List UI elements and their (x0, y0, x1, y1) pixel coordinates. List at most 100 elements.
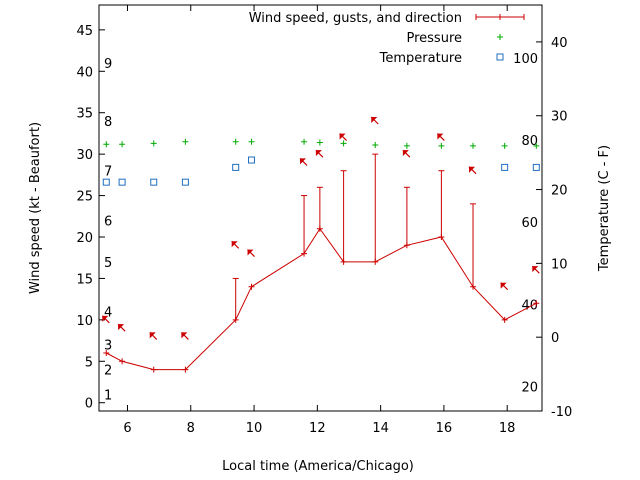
pressure-point (340, 140, 347, 147)
legend-swatch-pressure (497, 34, 503, 40)
x-tick-label: 16 (436, 421, 453, 436)
fahrenheit-label: 60 (521, 216, 538, 231)
x-tick-label: 14 (372, 421, 389, 436)
left-tick-label: 35 (76, 107, 93, 122)
fahrenheit-label: 80 (521, 134, 538, 149)
wind-direction-arrowhead (102, 315, 109, 322)
wind-speed-point (533, 300, 540, 307)
left-tick-label: 30 (76, 148, 93, 163)
right-tick-label: -10 (551, 405, 572, 420)
wind-direction-arrowhead (300, 158, 307, 165)
right-axis-label: Temperature (C - F) (597, 145, 612, 272)
beaufort-label: 4 (104, 306, 112, 321)
wind-direction-arrowhead (469, 166, 476, 173)
left-tick-label: 10 (76, 314, 93, 329)
x-axis-label: Local time (America/Chicago) (222, 459, 414, 474)
temperature-point (232, 163, 240, 171)
temperature-point (248, 156, 256, 164)
wind-speed-point (150, 366, 157, 373)
legend-swatch-wind-point (497, 14, 503, 20)
x-tick-label: 6 (123, 421, 131, 436)
pressure-point (182, 138, 189, 145)
pressure-point (533, 142, 540, 149)
fahrenheit-label: 20 (521, 381, 538, 396)
right-axis-ticks: -10 0 10 20 30 40 (536, 36, 572, 420)
pressure-point (150, 140, 157, 147)
legend-label: Wind speed, gusts, and direction (249, 11, 462, 26)
left-axis-label: Wind speed (kt - Beaufort) (28, 122, 43, 294)
plot-frame (98, 4, 543, 412)
wind-direction-arrowhead (181, 332, 188, 339)
pressure-point (103, 141, 110, 148)
x-tick-label: 18 (499, 421, 516, 436)
beaufort-label: 2 (104, 364, 112, 379)
wind-speed-line (106, 227, 537, 371)
pressure-point (119, 141, 126, 148)
wind-direction-arrowhead (371, 117, 378, 123)
pressure-point (470, 142, 477, 149)
x-tick-label: 12 (309, 421, 326, 436)
wind-direction-arrowhead (231, 241, 238, 248)
temperature-point (150, 178, 158, 186)
pressure-point (403, 142, 410, 149)
x-tick-label: 8 (187, 421, 195, 436)
wind-speed-point (248, 283, 255, 290)
temperature-point (118, 178, 126, 186)
right-tick-label: 40 (551, 36, 568, 51)
left-axis-ticks: 0 5 10 15 20 25 30 35 40 45 (76, 24, 105, 412)
wind-direction-arrowhead (118, 324, 125, 331)
legend-label: Temperature (379, 51, 462, 66)
left-tick-label: 20 (76, 231, 93, 246)
pressure-point (316, 139, 323, 146)
right-tick-label: 20 (551, 184, 568, 199)
wind-direction-arrowhead (500, 282, 507, 289)
wind-direction-arrowhead (402, 150, 409, 157)
pressure-point (301, 138, 308, 145)
beaufort-label: 3 (104, 339, 112, 354)
left-tick-label: 40 (76, 65, 93, 80)
left-tick-label: 5 (85, 355, 93, 370)
legend-label: Pressure (406, 31, 462, 46)
temperature-point (102, 178, 110, 186)
wind-direction-arrowhead (149, 332, 156, 339)
pressure-point (438, 142, 445, 149)
wind-direction-arrowhead (339, 133, 346, 140)
beaufort-label: 1 (104, 388, 112, 403)
beaufort-labels: 1 2 3 4 5 6 7 8 9 (104, 57, 112, 403)
wind-speed-point (103, 350, 110, 356)
beaufort-label: 7 (104, 165, 112, 180)
pressure-point (501, 142, 508, 149)
legend-swatch-temperature (496, 53, 504, 61)
beaufort-label: 6 (104, 214, 112, 229)
beaufort-label: 5 (104, 256, 112, 271)
wind-direction-arrowhead (437, 133, 444, 140)
wind-direction-arrowhead (532, 266, 539, 273)
series-layer (101, 116, 540, 373)
wind-direction-arrowhead (315, 150, 322, 157)
wind-direction-arrowhead (247, 249, 254, 256)
pressure-point (248, 138, 255, 145)
fahrenheit-label: 100 (513, 52, 538, 67)
pressure-point (232, 138, 239, 145)
left-tick-label: 45 (76, 24, 93, 39)
temperature-point (181, 178, 189, 186)
pressure-point (372, 142, 379, 149)
left-tick-label: 0 (85, 397, 93, 412)
right-tick-label: 10 (551, 257, 568, 272)
beaufort-label: 9 (104, 57, 112, 72)
wind-speed-point (119, 358, 126, 365)
temperature-point (501, 163, 509, 171)
right-tick-label: 30 (551, 110, 568, 125)
legend: Wind speed, gusts, and direction Pressure… (249, 11, 525, 66)
right-tick-label: 0 (551, 331, 559, 346)
wind-speed-point (182, 366, 189, 373)
x-axis-ticks: 6 8 10 12 14 16 18 (123, 5, 515, 436)
beaufort-label: 8 (104, 115, 112, 130)
wind-speed-point (501, 316, 508, 323)
temperature-point (532, 163, 540, 171)
x-tick-label: 10 (246, 421, 263, 436)
left-tick-label: 25 (76, 190, 93, 205)
left-tick-label: 15 (76, 272, 93, 287)
